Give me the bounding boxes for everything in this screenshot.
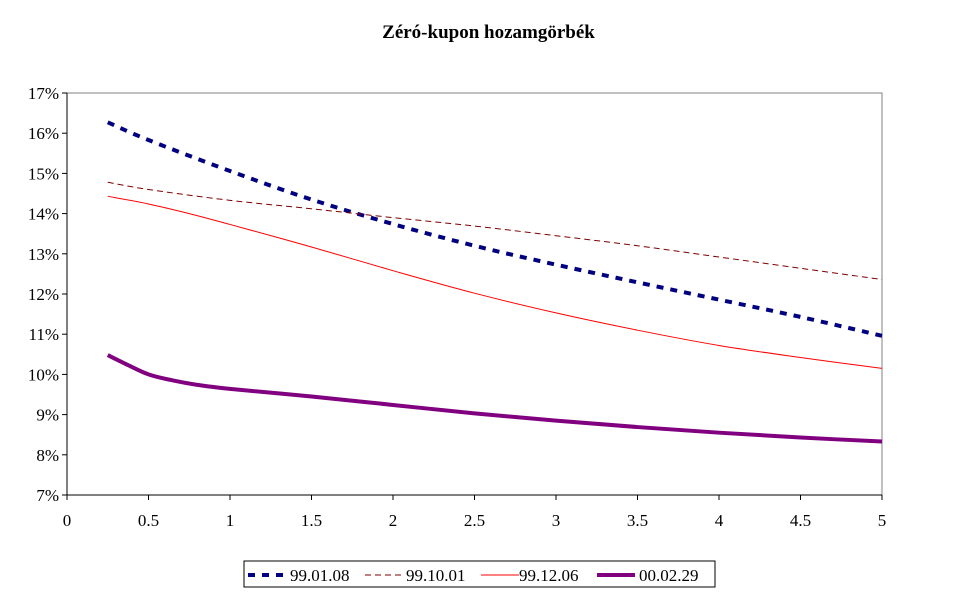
series-layer xyxy=(106,120,883,444)
x-tick-label: 5 xyxy=(878,511,887,530)
x-tick-label: 1.5 xyxy=(301,511,322,530)
chart-title: Zéró-kupon hozamgörbék xyxy=(382,22,595,43)
x-tick-label: 4 xyxy=(715,511,724,530)
legend-label: 99.01.08 xyxy=(290,566,350,585)
y-tick-label: 7% xyxy=(36,486,59,505)
x-tick-label: 1 xyxy=(226,511,235,530)
y-tick-label: 17% xyxy=(28,84,59,103)
legend-label: 99.10.01 xyxy=(406,566,466,585)
legend-label: 00.02.29 xyxy=(639,566,699,585)
x-tick-label: 3 xyxy=(552,511,561,530)
x-tick-label: 3.5 xyxy=(627,511,648,530)
x-tick-label: 0 xyxy=(63,511,72,530)
y-tick-label: 13% xyxy=(28,245,59,264)
series-line-99.10.01 xyxy=(107,181,883,281)
series-line-99.01.08 xyxy=(106,120,883,338)
y-tick-label: 15% xyxy=(28,164,59,183)
y-tick-label: 10% xyxy=(28,365,59,384)
x-tick-label: 2.5 xyxy=(464,511,485,530)
y-tick-label: 11% xyxy=(28,325,59,344)
axes: 7% 8% 9% 10% 11% 12% 13% 14% 15% 16% 17% 0 0.5 1 1.5 2 2… xyxy=(28,84,886,530)
legend-box xyxy=(243,560,716,588)
x-tick-label: 0.5 xyxy=(138,511,159,530)
y-tick-label: 8% xyxy=(36,446,59,465)
y-tick-label: 14% xyxy=(28,205,59,224)
legend-label: 99.12.06 xyxy=(519,566,579,585)
x-tick-label: 2 xyxy=(389,511,398,530)
y-tick-label: 12% xyxy=(28,285,59,304)
series-line-00.02.29 xyxy=(106,353,883,444)
y-tick-label: 16% xyxy=(28,124,59,143)
legend: 99.01.08 99.10.01 99.12.06 00.02.29 xyxy=(243,560,716,588)
x-tick-label: 4.5 xyxy=(790,511,811,530)
series-line-99.12.06 xyxy=(107,195,883,369)
y-tick-label: 9% xyxy=(36,406,59,425)
